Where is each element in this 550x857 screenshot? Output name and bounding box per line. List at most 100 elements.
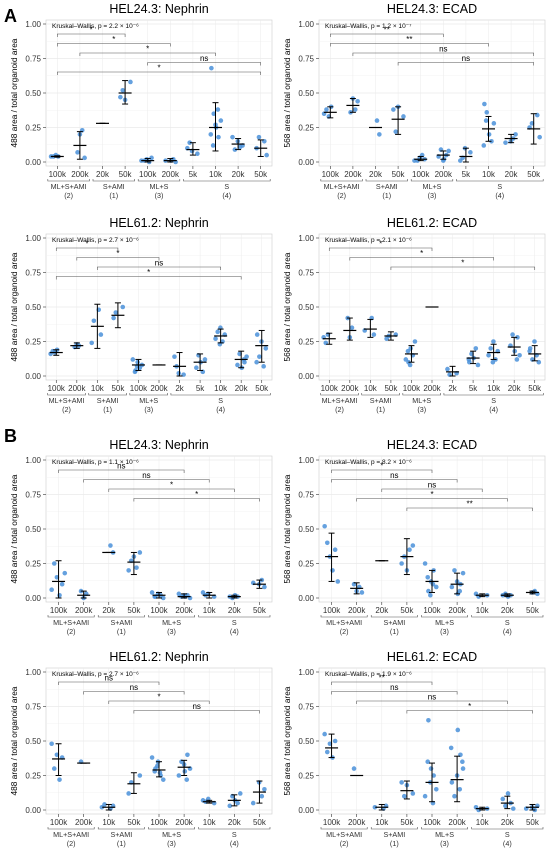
mean-error-bar — [118, 80, 132, 105]
significance-label: ns — [390, 471, 398, 480]
x-tick-label: 100k — [49, 170, 67, 179]
chart-title: HEL24.3: ECAD — [387, 438, 477, 452]
group-bracket: ML+S+AMI(2) — [47, 827, 95, 848]
group-count: (4) — [503, 839, 512, 848]
group-name: ML+S — [162, 830, 181, 839]
data-point — [475, 362, 481, 368]
group-count: (4) — [495, 191, 504, 200]
x-tick-label: 10k — [476, 818, 490, 827]
y-tick-label: 0.50 — [25, 303, 41, 312]
mean-error-bar — [52, 560, 66, 599]
x-tick-label: 200k — [341, 384, 359, 393]
x-tick-label: 200k — [175, 606, 193, 615]
stat-test-label: Kruskal–Wallis, p = 2.7 × 10⁻⁶ — [52, 671, 139, 678]
data-point — [322, 523, 327, 529]
data-point — [155, 763, 160, 769]
data-point — [185, 752, 190, 758]
x-tick-label: 200k — [68, 384, 86, 393]
x-tick-label: 100k — [423, 606, 441, 615]
group-line — [471, 827, 544, 830]
bracket-line — [356, 700, 508, 704]
significance-label: ns — [428, 693, 436, 702]
data-point — [126, 568, 131, 573]
data-point — [149, 155, 154, 161]
x-tick-label: 50k — [127, 818, 141, 827]
mean-error-bar — [459, 147, 473, 163]
stat-test-label: Kruskal–Wallis, p = 1.1 × 10⁻⁶ — [52, 459, 139, 466]
group-line — [47, 393, 86, 396]
group-line — [421, 615, 468, 618]
data-point — [218, 118, 224, 123]
bracket-line — [406, 507, 533, 511]
x-tick-label: 5k — [462, 170, 471, 179]
bracket-line — [328, 247, 433, 251]
significance-label: ns — [200, 54, 208, 63]
comparison-bracket: ns — [147, 54, 261, 66]
group-count: (3) — [417, 405, 426, 414]
data-point — [457, 588, 463, 594]
data-point — [62, 570, 68, 576]
stat-test-label: Kruskal–Wallis, p = 1.2 × 10⁻⁷ — [325, 23, 412, 30]
x-tick-label: 20k — [505, 170, 519, 179]
group-name: S+AMI — [110, 830, 132, 839]
bracket-line — [83, 479, 210, 483]
data-point — [372, 804, 378, 810]
bracket-line — [55, 247, 119, 251]
data-point — [130, 357, 136, 362]
data-point — [195, 151, 200, 157]
y-tick-label: 0.00 — [25, 372, 41, 381]
chart-title: HEL24.3: Nephrin — [109, 438, 208, 452]
group-name: ML+S — [162, 618, 181, 627]
x-tick-label: 100k — [403, 384, 421, 393]
data-point — [108, 543, 113, 548]
group-name: S — [491, 396, 496, 405]
group-name: ML+S — [435, 830, 454, 839]
section-label-b: B — [4, 426, 17, 446]
y-tick-label: 0.75 — [25, 55, 41, 64]
mean-error-bar — [186, 142, 200, 156]
group-name: S — [497, 182, 502, 191]
comparison-bracket: * — [57, 26, 126, 37]
x-tick-label: 200k — [348, 818, 366, 827]
data-point — [351, 766, 357, 771]
data-point — [425, 575, 431, 580]
comparison-bracket: * — [108, 693, 210, 704]
data-point — [410, 543, 416, 548]
significance-label: * — [116, 249, 119, 258]
significance-label: * — [430, 490, 433, 499]
chart-title: HEL61.2: ECAD — [387, 216, 477, 230]
bracket-line — [97, 266, 221, 270]
comparison-bracket: ** — [331, 674, 433, 685]
significance-label: * — [420, 249, 423, 258]
x-tick-label: 200k — [162, 170, 180, 179]
data-point — [512, 348, 518, 354]
significance-label: ns — [462, 54, 470, 63]
x-tick-label: 20k — [228, 818, 242, 827]
mean-error-bar — [425, 762, 439, 803]
data-point — [213, 336, 218, 342]
x-tick-label: 100k — [412, 170, 430, 179]
x-tick-label: 200k — [75, 606, 93, 615]
chart-panel: HEL61.2: Nephrin 0.00 0.25 0.50 0.75 1.00 488 … — [9, 216, 273, 414]
chart-panel: HEL61.2: ECAD 0.00 0.25 0.50 0.75 1.00 568 are… — [282, 650, 546, 848]
y-tick-label: 0.75 — [25, 491, 41, 500]
x-tick-label: 200k — [75, 818, 93, 827]
group-line — [471, 615, 544, 618]
x-tick-label: 50k — [255, 384, 269, 393]
comparison-bracket: * — [76, 249, 160, 261]
data-point — [113, 310, 119, 315]
significance-label: ns — [105, 674, 113, 683]
bracket-line — [147, 62, 261, 66]
data-point — [262, 787, 267, 792]
mean-error-bar — [209, 102, 222, 152]
mean-error-bar — [214, 328, 228, 344]
group-count: (1) — [109, 191, 118, 200]
data-point — [172, 354, 177, 359]
group-count: (2) — [337, 191, 346, 200]
mean-error-bar — [400, 780, 414, 800]
group-count: (1) — [103, 405, 112, 414]
data-point — [422, 793, 428, 799]
x-tick-label: 50k — [526, 818, 540, 827]
y-tick-label: 1.00 — [25, 456, 41, 465]
